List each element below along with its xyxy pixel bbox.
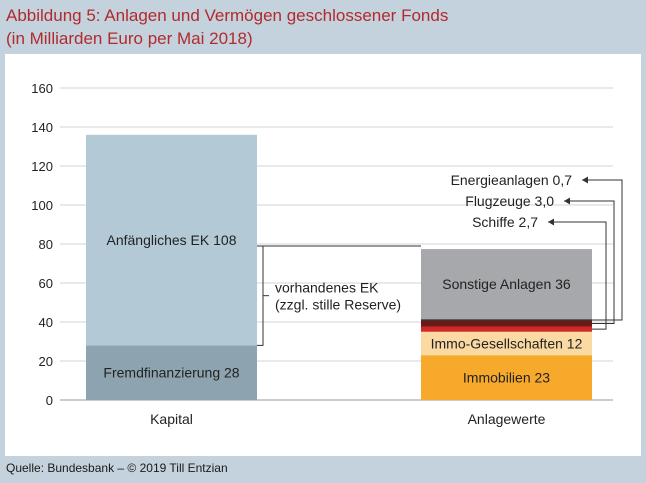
arrowhead	[564, 197, 570, 205]
title-line-1: Abbildung 5: Anlagen und Vermögen geschl…	[6, 6, 449, 25]
source-note: Quelle: Bundesbank – © 2019 Till Entzian	[6, 461, 228, 475]
y-tick-label: 120	[31, 159, 53, 174]
bar-segment	[86, 345, 257, 400]
x-category-label: Kapital	[150, 411, 193, 427]
y-tick-label: 80	[39, 237, 53, 252]
y-tick-label: 160	[31, 81, 53, 96]
y-tick-label: 0	[46, 393, 53, 408]
small-segment-label: Flugzeuge 3,0	[465, 193, 554, 209]
bar-segment	[421, 326, 592, 332]
bar-segment	[421, 331, 592, 356]
bar-segment	[421, 319, 592, 321]
bar-segment	[86, 134, 257, 346]
segment-label: Immobilien 23	[463, 370, 550, 386]
y-tick-label: 140	[31, 120, 53, 135]
chart-title: Abbildung 5: Anlagen und Vermögen geschl…	[6, 4, 448, 50]
annotation-line-2: (zzgl. stille Reserve)	[275, 297, 401, 313]
bar-segment	[421, 249, 592, 320]
small-segment-label: Energieanlagen 0,7	[451, 172, 573, 188]
bracket	[257, 245, 264, 346]
x-category-label: Anlagewerte	[468, 411, 546, 427]
small-segment-label: Schiffe 2,7	[472, 214, 538, 230]
bar-segment	[421, 320, 592, 327]
y-tick-label: 20	[39, 354, 53, 369]
bar-segment	[421, 355, 592, 400]
segment-label: Fremdfinanzierung 28	[103, 365, 239, 381]
segment-label: Sonstige Anlagen 36	[442, 276, 571, 292]
chart-panel: 0 20 40 60 80 100 120 140 160 Fremdfinanzierung 2…	[5, 54, 641, 456]
arrowhead	[582, 176, 588, 184]
leader-line	[548, 221, 607, 330]
y-tick-label: 100	[31, 198, 53, 213]
title-line-2: (in Milliarden Euro per Mai 2018)	[6, 29, 253, 48]
segment-label: Immo-Gesellschaften 12	[431, 335, 583, 351]
y-tick-label: 40	[39, 315, 53, 330]
leader-line	[564, 200, 615, 325]
stacked-bar-chart: 0 20 40 60 80 100 120 140 160 Fremdfinanzierung 2…	[31, 81, 623, 427]
arrowhead	[548, 218, 554, 226]
segment-label: Anfängliches EK 108	[107, 232, 237, 248]
annotation-line-1: vorhandenes EK	[275, 280, 379, 296]
leader-line	[582, 179, 623, 321]
y-tick-label: 60	[39, 276, 53, 291]
